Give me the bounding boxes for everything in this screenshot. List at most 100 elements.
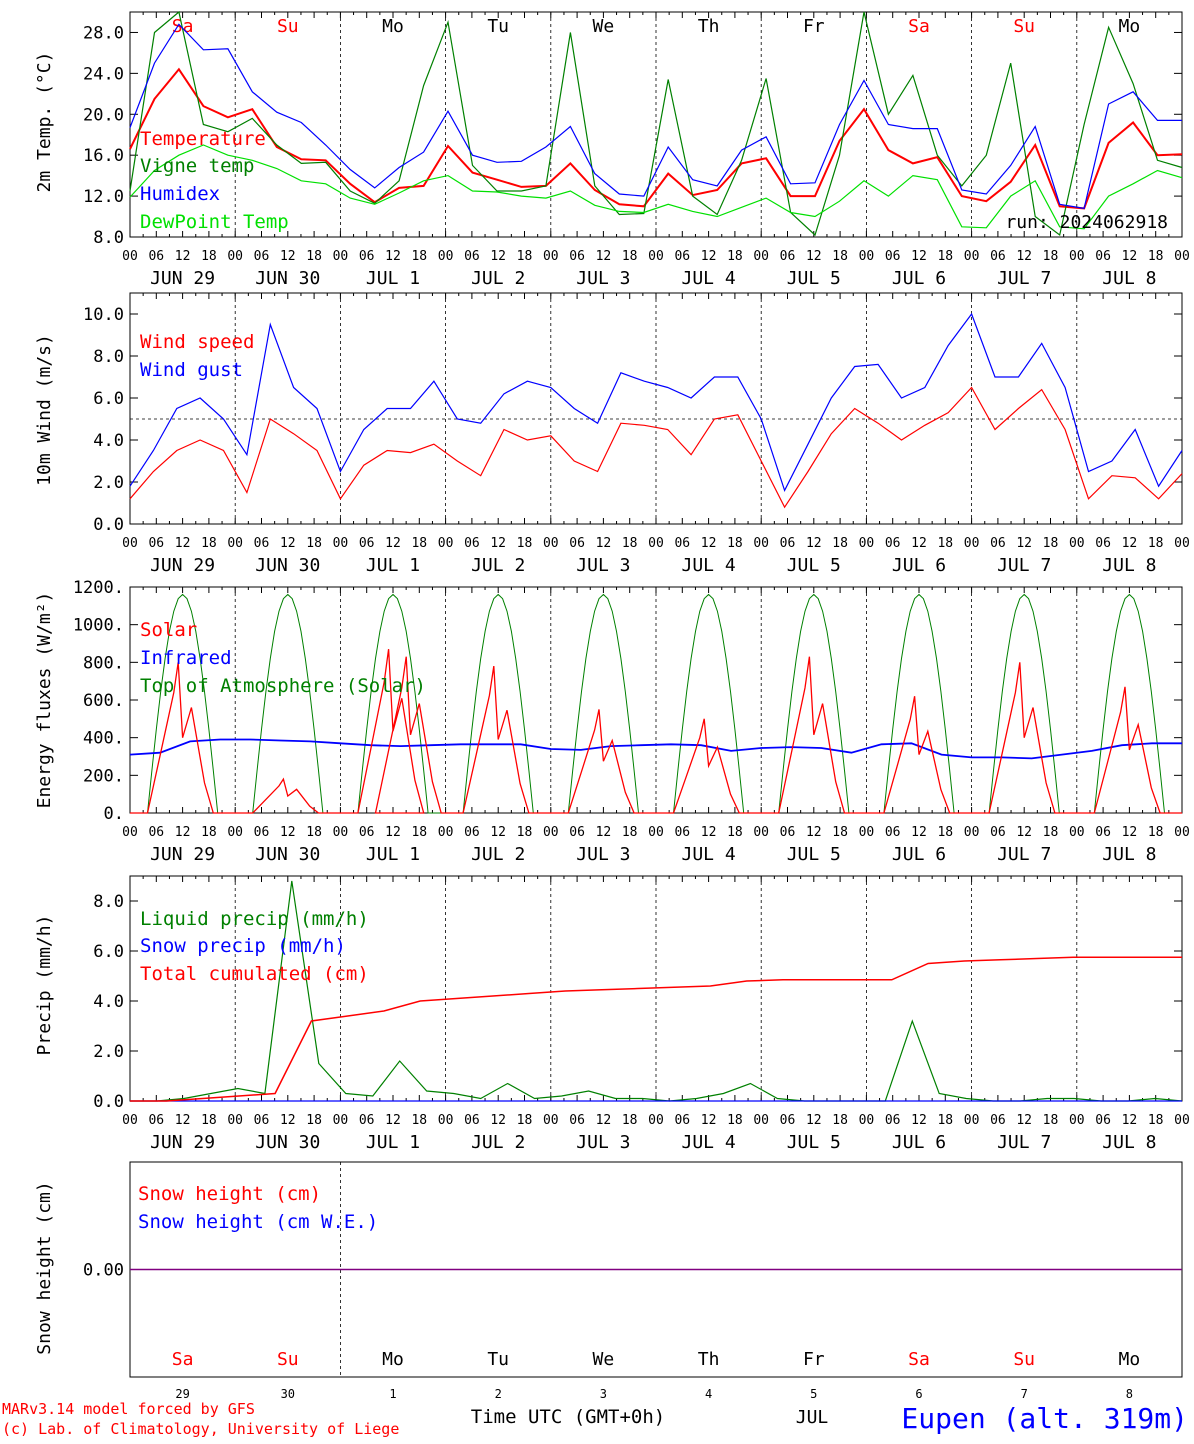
date-label: JUL 3 [576,844,630,865]
hour-tick-label: 06 [780,825,796,840]
hour-tick-label: 12 [596,1113,612,1128]
y-tick-label: 16.0 [83,146,124,166]
y-tick-label: 0.00 [83,1261,124,1281]
hour-tick-label: 00 [753,825,769,840]
day-name-bottom: Th [698,1349,720,1370]
date-label: JUN 30 [255,555,320,576]
date-label: JUL 1 [366,844,420,865]
hour-tick-label: 12 [596,249,612,264]
day-number: 1 [389,1387,396,1401]
hour-tick-label: 18 [201,536,217,551]
day-number: 8 [1126,1387,1133,1401]
hour-tick-label: 12 [385,249,401,264]
y-tick-label: 28.0 [83,23,124,43]
date-label: JUL 4 [682,555,736,576]
hour-tick-label: 00 [227,249,243,264]
hour-tick-label: 18 [517,1113,533,1128]
day-name-bottom: Mo [1119,1349,1141,1370]
hour-tick-label: 06 [674,825,690,840]
hour-tick-label: 18 [832,1113,848,1128]
y-axis-label: Snow height (cm) [34,1181,55,1354]
date-label: JUL 2 [471,268,525,289]
hour-tick-label: 06 [254,249,270,264]
hour-tick-label: 06 [885,825,901,840]
hour-tick-label: 18 [937,536,953,551]
hour-tick-label: 06 [1095,249,1111,264]
hour-tick-label: 12 [1016,1113,1032,1128]
hour-tick-label: 00 [964,536,980,551]
hour-tick-label: 18 [1043,536,1059,551]
hour-tick-label: 00 [333,249,349,264]
y-tick-label: 10.0 [83,305,124,325]
hour-tick-label: 12 [911,1113,927,1128]
month-label: JUL [796,1407,829,1428]
hour-tick-label: 18 [306,536,322,551]
date-label: JUL 8 [1102,1132,1156,1153]
hour-tick-label: 00 [543,249,559,264]
hour-tick-label: 00 [1174,1113,1190,1128]
hour-tick-label: 00 [122,1113,138,1128]
hour-tick-label: 18 [411,249,427,264]
y-tick-label: 20.0 [83,105,124,125]
hour-tick-label: 00 [648,825,664,840]
legend-entry: Liquid precip (mm/h) [140,908,369,930]
y-tick-label: 8.0 [93,892,124,912]
hour-tick-label: 18 [411,1113,427,1128]
day-number: 30 [281,1387,295,1401]
hour-tick-label: 18 [306,249,322,264]
hour-tick-label: 12 [911,536,927,551]
day-name: Th [698,16,720,37]
hour-tick-label: 12 [490,249,506,264]
date-label: JUL 3 [576,555,630,576]
hour-tick-label: 12 [701,249,717,264]
footer-model: MARv3.14 model forced by GFS [2,1400,255,1418]
hour-tick-label: 00 [753,1113,769,1128]
hour-tick-label: 12 [806,536,822,551]
hour-tick-label: 18 [1148,1113,1164,1128]
date-label: JUL 7 [997,844,1051,865]
hour-tick-label: 06 [254,536,270,551]
hour-tick-label: 00 [333,536,349,551]
hour-tick-label: 18 [727,825,743,840]
hour-tick-label: 06 [359,249,375,264]
hour-tick-label: 12 [806,825,822,840]
legend-entry: Temperature [140,128,266,150]
hour-tick-label: 00 [438,249,454,264]
hour-tick-label: 12 [911,825,927,840]
panel-3: 00 06 12 18 00 06 12 18 00 06 12 18 00 06 12 18 00 06 12 18… [122,586,1190,865]
series-line-1 [129,312,1183,492]
hour-tick-label: 18 [622,1113,638,1128]
date-label: JUN 29 [150,268,215,289]
panel-frame [129,11,1183,238]
day-name: We [593,16,615,37]
date-label: JUL 2 [471,844,525,865]
date-label: JUL 3 [576,268,630,289]
y-tick-label: 400. [83,729,124,749]
day-number: 4 [705,1387,712,1401]
legend-entry: Humidex [140,183,220,205]
hour-tick-label: 00 [122,825,138,840]
hour-tick-label: 06 [780,1113,796,1128]
hour-tick-label: 18 [937,249,953,264]
hour-tick-label: 00 [227,1113,243,1128]
hour-tick-label: 00 [1174,249,1190,264]
hour-tick-label: 00 [964,249,980,264]
hour-tick-label: 06 [148,825,164,840]
hour-tick-label: 06 [885,536,901,551]
location-title: Eupen (alt. 319m) [901,1402,1188,1435]
y-tick-label: 4.0 [93,992,124,1012]
y-tick-label: 4.0 [93,431,124,451]
hour-tick-label: 18 [517,249,533,264]
day-number: 7 [1021,1387,1028,1401]
legend-entry: Wind gust [140,359,243,381]
y-axis-label: Precip (mm/h) [34,915,55,1056]
date-label: JUN 29 [150,844,215,865]
day-number: 3 [600,1387,607,1401]
hour-tick-label: 06 [885,249,901,264]
hour-tick-label: 06 [990,825,1006,840]
legend-entry: Total cumulated (cm) [140,963,369,985]
hour-tick-label: 00 [753,536,769,551]
day-number: 2 [495,1387,502,1401]
series-line-0 [129,386,1183,509]
y-tick-label: 6.0 [93,942,124,962]
